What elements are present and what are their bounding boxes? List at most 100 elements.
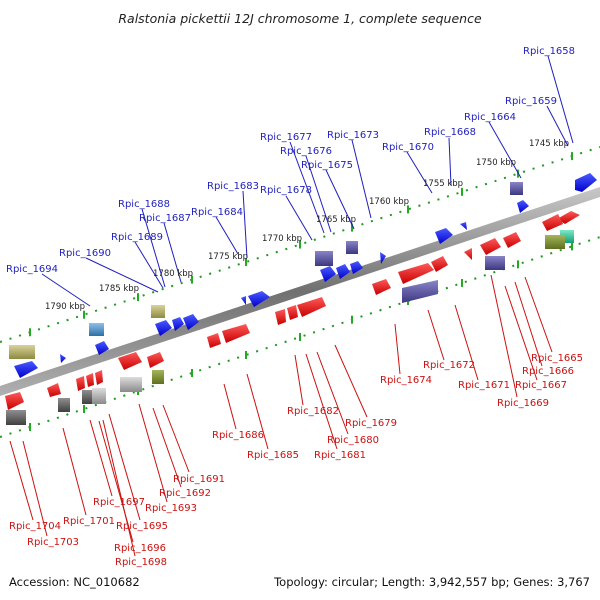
gene-block[interactable] [315, 251, 333, 266]
gene-arrow[interactable] [155, 320, 172, 336]
gene-block[interactable] [485, 256, 505, 270]
gene-arrow[interactable] [287, 305, 298, 320]
gene-arrow[interactable] [86, 373, 94, 387]
gene-arrow[interactable] [402, 280, 438, 303]
gene-arrow[interactable] [480, 238, 501, 255]
gene-arrow[interactable] [575, 173, 597, 192]
gene-label[interactable]: Rpic_1667 [515, 380, 567, 391]
leader-line [152, 407, 182, 488]
gene-label[interactable]: Rpic_1692 [159, 488, 211, 499]
gene-arrow[interactable] [172, 317, 184, 331]
gene-arrow[interactable] [372, 279, 391, 295]
gene-label[interactable]: Rpic_1665 [531, 353, 583, 364]
gene-block[interactable] [92, 388, 106, 404]
gene-label[interactable]: Rpic_1686 [212, 430, 264, 441]
gene-arrow[interactable] [47, 383, 61, 397]
gene-label[interactable]: Rpic_1675 [301, 160, 353, 171]
gene-block[interactable] [151, 305, 165, 318]
gene-label[interactable]: Rpic_1670 [382, 142, 434, 153]
gene-arrow[interactable] [183, 314, 199, 330]
gene-label[interactable]: Rpic_1698 [115, 557, 167, 568]
gene-label[interactable]: Rpic_1664 [464, 112, 516, 123]
gene-block[interactable] [152, 370, 164, 384]
gene-label[interactable]: Rpic_1703 [27, 537, 79, 548]
gene-label[interactable]: Rpic_1676 [280, 146, 332, 157]
gene-arrow[interactable] [380, 252, 386, 264]
gene-arrow[interactable] [76, 376, 85, 391]
gene-label[interactable]: Rpic_1697 [93, 497, 145, 508]
gene-arrow[interactable] [398, 263, 434, 284]
gene-arrow[interactable] [275, 309, 286, 325]
gene-label[interactable]: Rpic_1677 [260, 132, 312, 143]
gene-arrow[interactable] [336, 264, 350, 279]
gene-block[interactable] [58, 398, 70, 412]
gene-label[interactable]: Rpic_1659 [505, 96, 557, 107]
gene-label[interactable]: Rpic_1681 [314, 450, 366, 461]
gene-block[interactable] [545, 235, 565, 249]
gene-block[interactable] [82, 390, 92, 404]
gene-label[interactable]: Rpic_1687 [139, 213, 191, 224]
gene-arrow[interactable] [207, 333, 221, 348]
gene-label[interactable]: Rpic_1669 [497, 398, 549, 409]
gene-block[interactable] [9, 345, 35, 359]
gene-arrow[interactable] [350, 261, 363, 274]
gene-arrow[interactable] [147, 352, 164, 368]
gene-label[interactable]: Rpic_1688 [118, 199, 170, 210]
gene-arrow[interactable] [60, 354, 66, 363]
gene-arrow[interactable] [14, 361, 38, 378]
gene-arrow[interactable] [460, 222, 467, 230]
leader-line [488, 121, 522, 179]
gene-arrow[interactable] [222, 324, 250, 343]
gene-label[interactable]: Rpic_1690 [59, 248, 111, 259]
gene-arrow[interactable] [297, 297, 326, 317]
leader-line [524, 276, 553, 353]
gene-arrow[interactable] [241, 296, 246, 305]
gene-block[interactable] [346, 241, 358, 254]
gene-label[interactable]: Rpic_1704 [9, 521, 61, 532]
gene-label[interactable]: Rpic_1691 [173, 474, 225, 485]
gene-arrow[interactable] [464, 248, 472, 260]
leader-line [22, 440, 48, 537]
gene-label[interactable]: Rpic_1673 [327, 130, 379, 141]
gene-label[interactable]: Rpic_1694 [6, 264, 58, 275]
gene-arrow[interactable] [95, 370, 103, 385]
gene-label[interactable]: Rpic_1685 [247, 450, 299, 461]
gene-arrow[interactable] [248, 291, 270, 307]
leader-line [134, 241, 164, 289]
gene-arrow[interactable] [5, 392, 24, 410]
scale-tick-label: 1760 kbp [369, 197, 409, 207]
gene-label[interactable]: Rpic_1671 [458, 380, 510, 391]
gene-label[interactable]: Rpic_1678 [260, 185, 312, 196]
gene-label[interactable]: Rpic_1683 [207, 181, 259, 192]
gene-arrow[interactable] [431, 256, 448, 272]
gene-block[interactable] [510, 182, 523, 195]
gene-label[interactable]: Rpic_1672 [423, 360, 475, 371]
gene-label[interactable]: Rpic_1689 [111, 232, 163, 243]
gene-arrow[interactable] [503, 232, 521, 248]
gene-block[interactable] [89, 323, 104, 336]
gene-label[interactable]: Rpic_1682 [287, 406, 339, 417]
gene-label[interactable]: Rpic_1674 [380, 375, 432, 386]
gene-arrow[interactable] [435, 228, 453, 244]
gene-label[interactable]: Rpic_1693 [145, 503, 197, 514]
gene-label[interactable]: Rpic_1679 [345, 418, 397, 429]
gene-arrow[interactable] [557, 211, 580, 224]
gene-label[interactable]: Rpic_1658 [523, 46, 575, 57]
gene-label[interactable]: Rpic_1701 [63, 516, 115, 527]
gene-arrow[interactable] [95, 341, 109, 355]
gene-arrow[interactable] [517, 200, 529, 213]
chromosome-backbone [0, 187, 600, 396]
gene-block[interactable] [120, 377, 142, 392]
gene-arrow[interactable] [118, 352, 142, 370]
gene-label[interactable]: Rpic_1680 [327, 435, 379, 446]
gene-label[interactable]: Rpic_1695 [116, 521, 168, 532]
gene-arrow[interactable] [542, 214, 563, 231]
gene-label[interactable]: Rpic_1666 [522, 366, 574, 377]
gene-block[interactable] [6, 410, 26, 425]
gene-label[interactable]: Rpic_1684 [191, 207, 243, 218]
gene-arrow[interactable] [320, 266, 336, 282]
gene-label[interactable]: Rpic_1696 [114, 543, 166, 554]
gene-label[interactable]: Rpic_1668 [424, 127, 476, 138]
leader-line [215, 216, 239, 255]
